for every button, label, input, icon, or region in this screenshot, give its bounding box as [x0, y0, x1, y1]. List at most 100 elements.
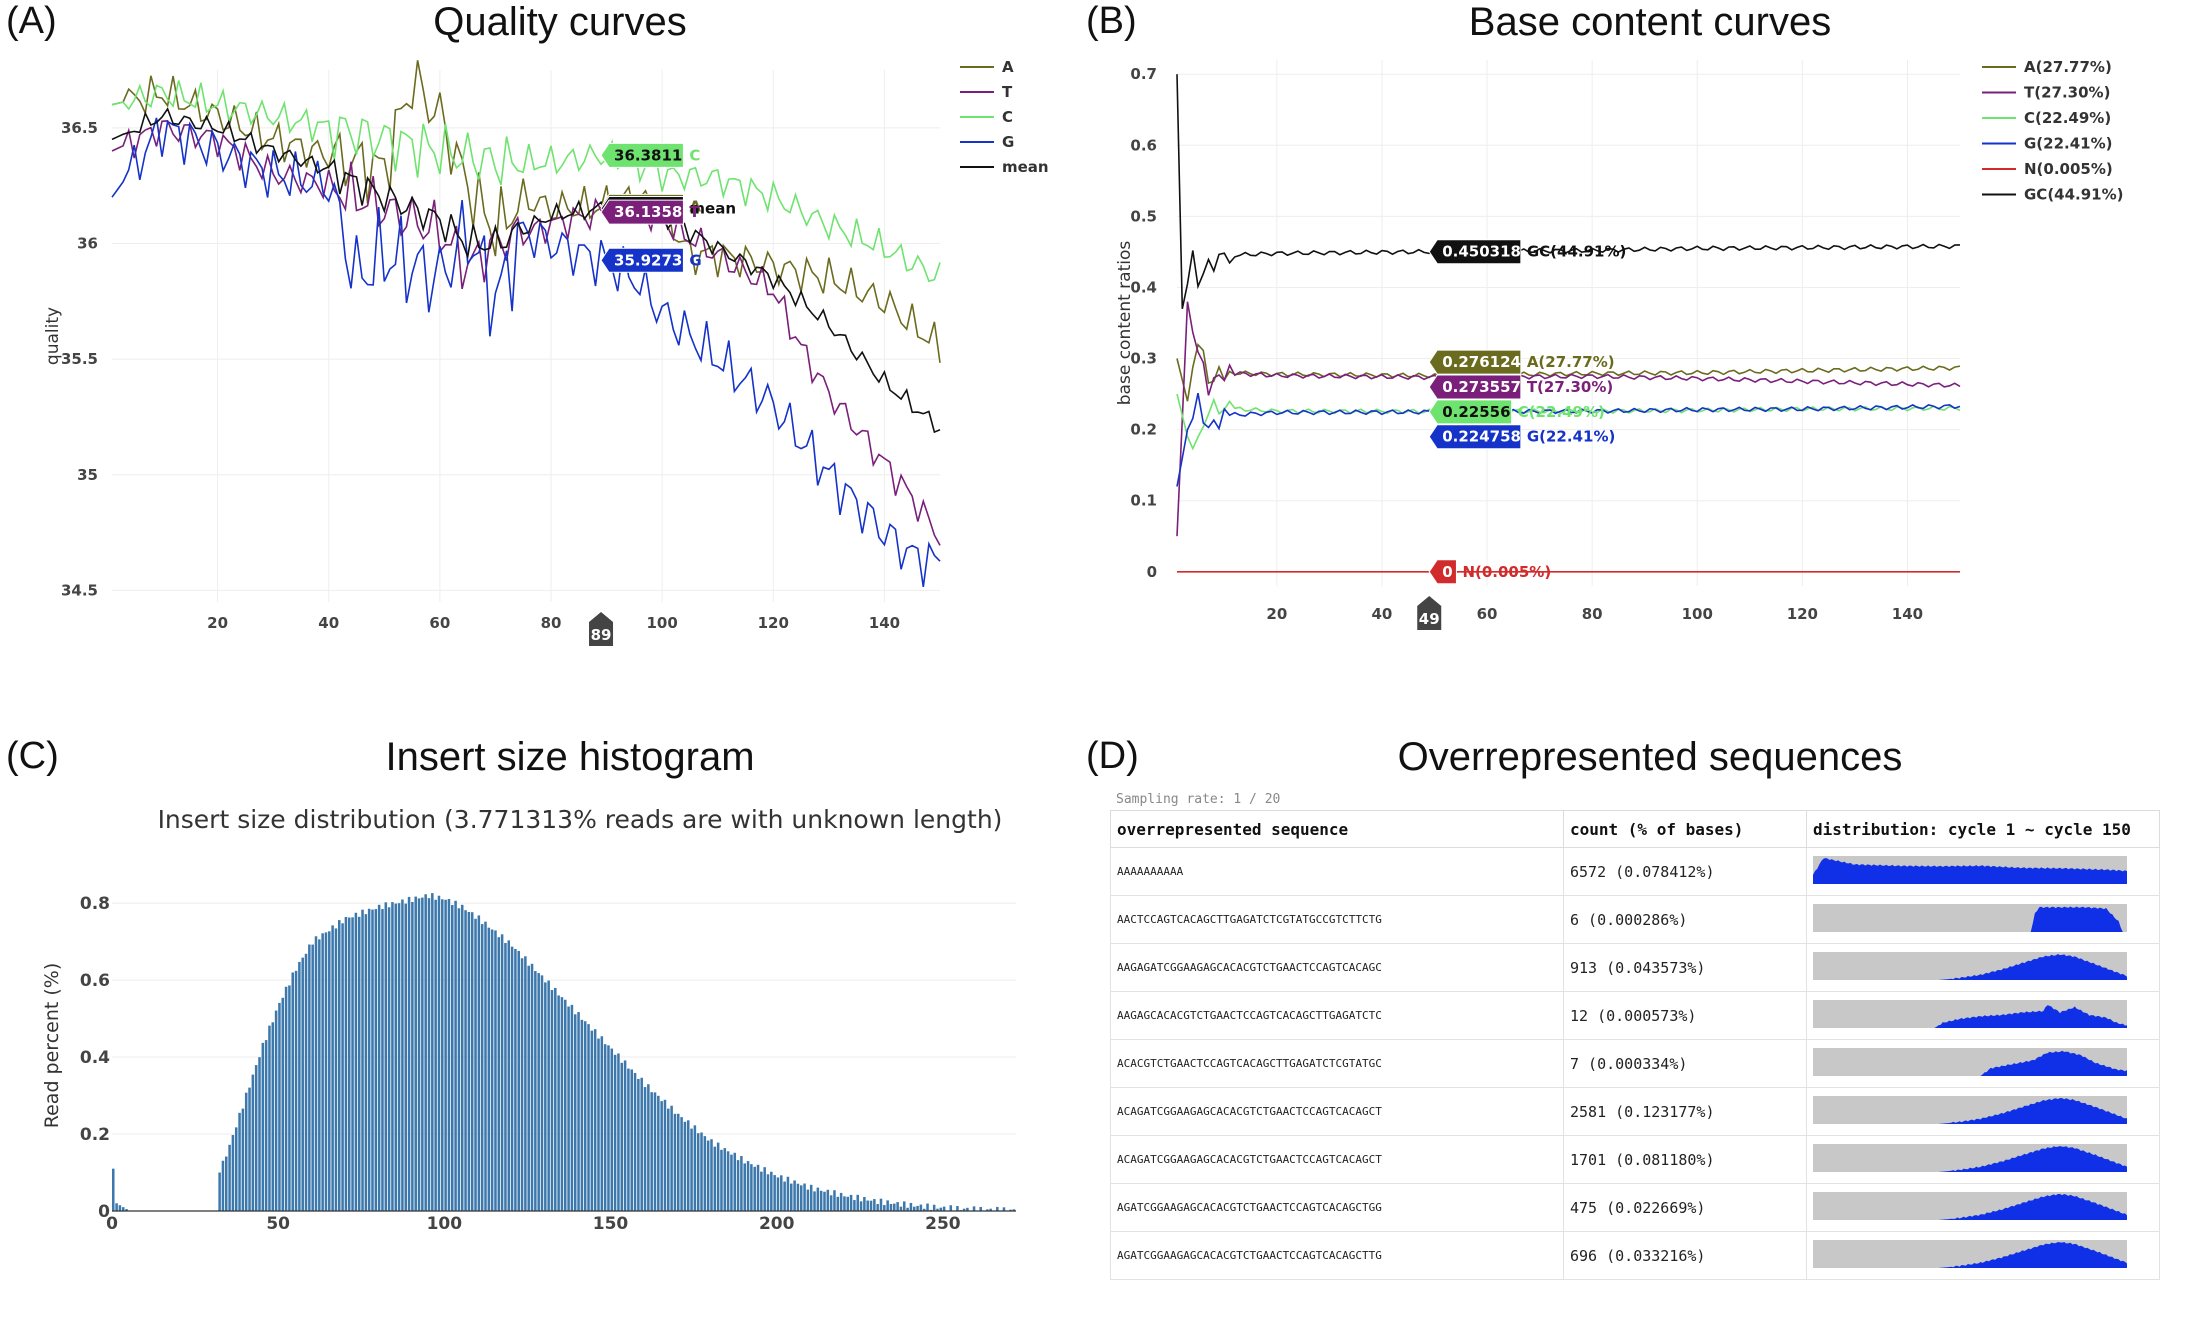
y-axis-label: base content ratios	[1115, 241, 1135, 406]
histogram-bar	[504, 943, 507, 1211]
panel-b-title: Base content curves	[1468, 0, 1832, 44]
legend-entry: C(22.49%)	[2024, 109, 2111, 127]
y-tick-label: 0.6	[1130, 136, 1157, 154]
count-cell: 2581 (0.123177%)	[1563, 1087, 1807, 1136]
y-tick-label: 35	[77, 466, 98, 484]
histogram-bar	[760, 1171, 763, 1211]
hover-label-box	[600, 199, 684, 225]
x-tick-label: 60	[1477, 605, 1498, 623]
x-tick-label: 120	[1787, 605, 1818, 623]
histogram-bar	[351, 917, 354, 1211]
count-cell: 6572 (0.078412%)	[1563, 847, 1807, 896]
insert-size-subtitle: Insert size distribution (3.771313% read…	[157, 805, 1003, 834]
legend-entry: N(0.005%)	[2024, 160, 2113, 178]
histogram-bar	[776, 1177, 780, 1211]
panel-d-letter: (D)	[1086, 735, 1139, 777]
histogram-bar	[806, 1189, 810, 1211]
series-line-g	[111, 117, 941, 588]
histogram-bar	[869, 1200, 873, 1211]
histogram-bar	[926, 1203, 929, 1211]
x-tick-label: 150	[593, 1214, 629, 1234]
histogram-bar	[391, 902, 394, 1211]
histogram-bar	[919, 1204, 923, 1211]
histogram-bar	[899, 1206, 903, 1211]
histogram-bar	[480, 924, 484, 1211]
histogram-bar	[859, 1201, 863, 1211]
histogram-bar	[700, 1132, 703, 1211]
hover-label-value: 36.1358	[614, 203, 682, 221]
histogram-bar	[613, 1054, 617, 1211]
histogram-bar	[424, 894, 427, 1211]
hover-label-name: mean	[689, 200, 736, 218]
hover-x-value: 49	[1419, 610, 1440, 628]
histogram-bar	[367, 908, 371, 1211]
histogram-bar	[597, 1038, 600, 1211]
sequence-cell: ACAGATCGGAAGAGCACACGTCTGAACTCCAGTCACAGCT	[1110, 1135, 1564, 1184]
histogram-bar	[916, 1205, 919, 1211]
x-tick-label: 60	[429, 614, 450, 632]
hover-label: 0 N(0.005%)	[1428, 559, 1551, 585]
histogram-bar	[288, 985, 291, 1211]
x-tick-label: 250	[925, 1214, 961, 1234]
histogram-bar	[451, 905, 454, 1211]
histogram-bar	[304, 953, 308, 1211]
sequence-cell: AAGAGCACACGTCTGAACTCCAGTCACAGCTTGAGATCTC	[1110, 991, 1564, 1040]
histogram-bar	[677, 1113, 680, 1211]
histogram-bar	[564, 999, 567, 1211]
histogram-bar	[809, 1184, 813, 1211]
histogram-bar	[866, 1200, 869, 1211]
sequence-cell: ACAGATCGGAAGAGCACACGTCTGAACTCCAGTCACAGCT	[1110, 1087, 1564, 1136]
histogram-bar	[962, 1208, 966, 1211]
hover-label-box	[1428, 239, 1522, 265]
hover-label: 35.9273 G	[600, 247, 702, 273]
histogram-bar	[736, 1160, 740, 1211]
hover-label-box	[1428, 399, 1513, 425]
histogram-bar	[663, 1099, 667, 1211]
distribution-area	[1813, 1145, 2127, 1172]
histogram-bar	[274, 1010, 278, 1211]
hover-label-value: 0	[1442, 563, 1452, 581]
table-row: ACAGATCGGAAGAGCACACGTCTGAACTCCAGTCACAGCT…	[1110, 1087, 2160, 1136]
histogram-bar	[949, 1205, 953, 1211]
series-line-g	[1176, 393, 1961, 487]
histogram-bar	[291, 972, 294, 1211]
histogram-bar	[730, 1154, 733, 1211]
base-content-chart[interactable]: 20 40 60 80 100 120 140 0 0.1 0.2 0.3 0.4 0.5 0.6 0.7 b…	[1090, 40, 2195, 660]
histogram-bar	[723, 1148, 727, 1211]
histogram-bar	[637, 1078, 640, 1211]
y-tick-label: 0	[1147, 563, 1157, 581]
histogram-bar	[384, 902, 388, 1211]
histogram-bar	[693, 1125, 697, 1211]
histogram-bar	[770, 1171, 773, 1211]
distribution-cell	[1806, 943, 2160, 992]
histogram-bar	[726, 1151, 730, 1211]
histogram-bar	[846, 1196, 850, 1211]
x-tick-label: 50	[266, 1214, 290, 1234]
histogram-bar	[251, 1074, 255, 1211]
histogram-bar	[577, 1012, 580, 1211]
histogram-bar	[264, 1040, 268, 1211]
y-tick-label: 0.3	[1130, 350, 1157, 368]
x-tick-label: 200	[759, 1214, 795, 1234]
series-line-t	[1176, 301, 1961, 537]
histogram-bar	[793, 1180, 796, 1211]
histogram-bar	[411, 901, 414, 1211]
hover-x-value: 89	[591, 626, 612, 644]
hover-label-value: 36.3811	[614, 146, 682, 164]
histogram-bar	[630, 1069, 633, 1211]
count-cell: 6 (0.000286%)	[1563, 895, 1807, 944]
table-row: AGATCGGAAGAGCACACGTCTGAACTCCAGTCACAGCTTG…	[1110, 1231, 2160, 1280]
histogram-bar	[354, 912, 358, 1211]
insert-size-histogram[interactable]: 0 50 100 150 200 250 0 0.2 0.4 0.6 0.8 Read percent…	[0, 850, 1060, 1250]
histogram-bar	[338, 920, 341, 1211]
histogram-bar	[248, 1087, 251, 1211]
histogram-bar	[683, 1121, 687, 1211]
quality-curves-chart[interactable]: 20 40 60 80 100 120 140 34.5 35 35.5 36 36.5 quality…	[0, 40, 1090, 660]
y-tick-label: 0.8	[80, 894, 110, 914]
histogram-bar	[118, 1205, 122, 1211]
histogram-bar	[906, 1207, 909, 1211]
table-row: AAAAAAAAAA 6572 (0.078412%)	[1110, 847, 2160, 896]
histogram-bar	[231, 1134, 235, 1211]
legend-entry: T	[1002, 83, 1013, 101]
hover-x-badge	[1417, 596, 1442, 630]
